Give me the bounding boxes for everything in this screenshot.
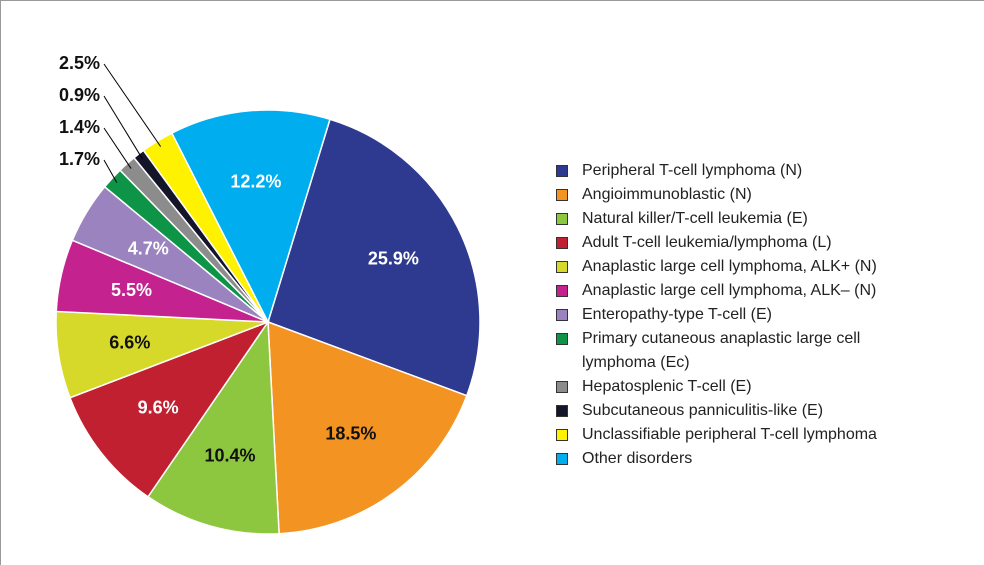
legend-swatch <box>556 381 568 393</box>
legend-label: Hepatosplenic T-cell (E) <box>582 378 752 395</box>
legend: Peripheral T-cell lymphoma (N) Angioimmun… <box>556 159 956 471</box>
data-label: 2.5% <box>59 53 100 73</box>
legend-item: Primary cutaneous anaplastic large cell … <box>556 327 956 375</box>
legend-label: Angioimmunoblastic (N) <box>582 186 752 203</box>
legend-item: Adult T-cell leukemia/lymphoma (L) <box>556 231 956 255</box>
pie-slice <box>146 319 280 535</box>
legend-item: Enteropathy-type T-cell (E) <box>556 303 956 327</box>
data-label: 25.9% <box>368 249 419 269</box>
legend-label: Enteropathy-type T-cell (E) <box>582 306 773 323</box>
leader-line <box>103 63 162 147</box>
legend-item: Subcutaneous panniculitis-like (E) <box>556 399 956 423</box>
legend-swatch <box>556 429 568 441</box>
pie-slice <box>267 320 468 535</box>
legend-item: Hepatosplenic T-cell (E) <box>556 375 956 399</box>
data-label: 9.6% <box>138 397 179 417</box>
legend-swatch <box>556 453 568 465</box>
legend-label: Natural killer/T-cell leukemia (E) <box>582 210 808 227</box>
data-label: 10.4% <box>205 445 256 465</box>
pie-slice <box>267 118 481 397</box>
data-label: 6.6% <box>109 333 150 353</box>
legend-label: Unclassifiable peripheral T-cell lymphom… <box>582 426 877 443</box>
legend-label: Subcutaneous panniculitis-like (E) <box>582 402 824 419</box>
legend-item: Angioimmunoblastic (N) <box>556 183 956 207</box>
legend-item: Anaplastic large cell lymphoma, ALK– (N) <box>556 279 956 303</box>
legend-item: Anaplastic large cell lymphoma, ALK+ (N) <box>556 255 956 279</box>
legend-item: Unclassifiable peripheral T-cell lymphom… <box>556 423 956 447</box>
data-label: 5.5% <box>111 280 152 300</box>
legend-label: Primary cutaneous anaplastic large cell … <box>582 330 861 371</box>
legend-item: Other disorders <box>556 447 956 471</box>
legend-swatch <box>556 165 568 177</box>
leader-line <box>103 95 143 160</box>
legend-item: Natural killer/T-cell leukemia (E) <box>556 207 956 231</box>
legend-label: Other disorders <box>582 450 693 467</box>
legend-label: Anaplastic large cell lymphoma, ALK– (N) <box>582 282 877 299</box>
legend-swatch <box>556 309 568 321</box>
data-label: 1.4% <box>59 117 100 137</box>
legend-swatch <box>556 213 568 225</box>
legend-swatch <box>556 285 568 297</box>
legend-label: Adult T-cell leukemia/lymphoma (L) <box>582 234 832 251</box>
legend-label: Anaplastic large cell lymphoma, ALK+ (N) <box>582 258 877 275</box>
legend-swatch <box>556 261 568 273</box>
leader-line <box>103 159 118 183</box>
data-label: 18.5% <box>325 423 376 443</box>
data-label: 12.2% <box>230 171 281 191</box>
legend-swatch <box>556 189 568 201</box>
legend-label: Peripheral T-cell lymphoma (N) <box>582 162 803 179</box>
data-label: 0.9% <box>59 85 100 105</box>
data-label: 4.7% <box>128 238 169 258</box>
legend-swatch <box>556 333 568 345</box>
legend-swatch <box>556 237 568 249</box>
pie-slice <box>69 320 270 498</box>
legend-item: Peripheral T-cell lymphoma (N) <box>556 159 956 183</box>
leader-line <box>103 127 132 169</box>
data-label: 1.7% <box>59 149 100 169</box>
pie-slice <box>170 109 331 324</box>
legend-swatch <box>556 405 568 417</box>
